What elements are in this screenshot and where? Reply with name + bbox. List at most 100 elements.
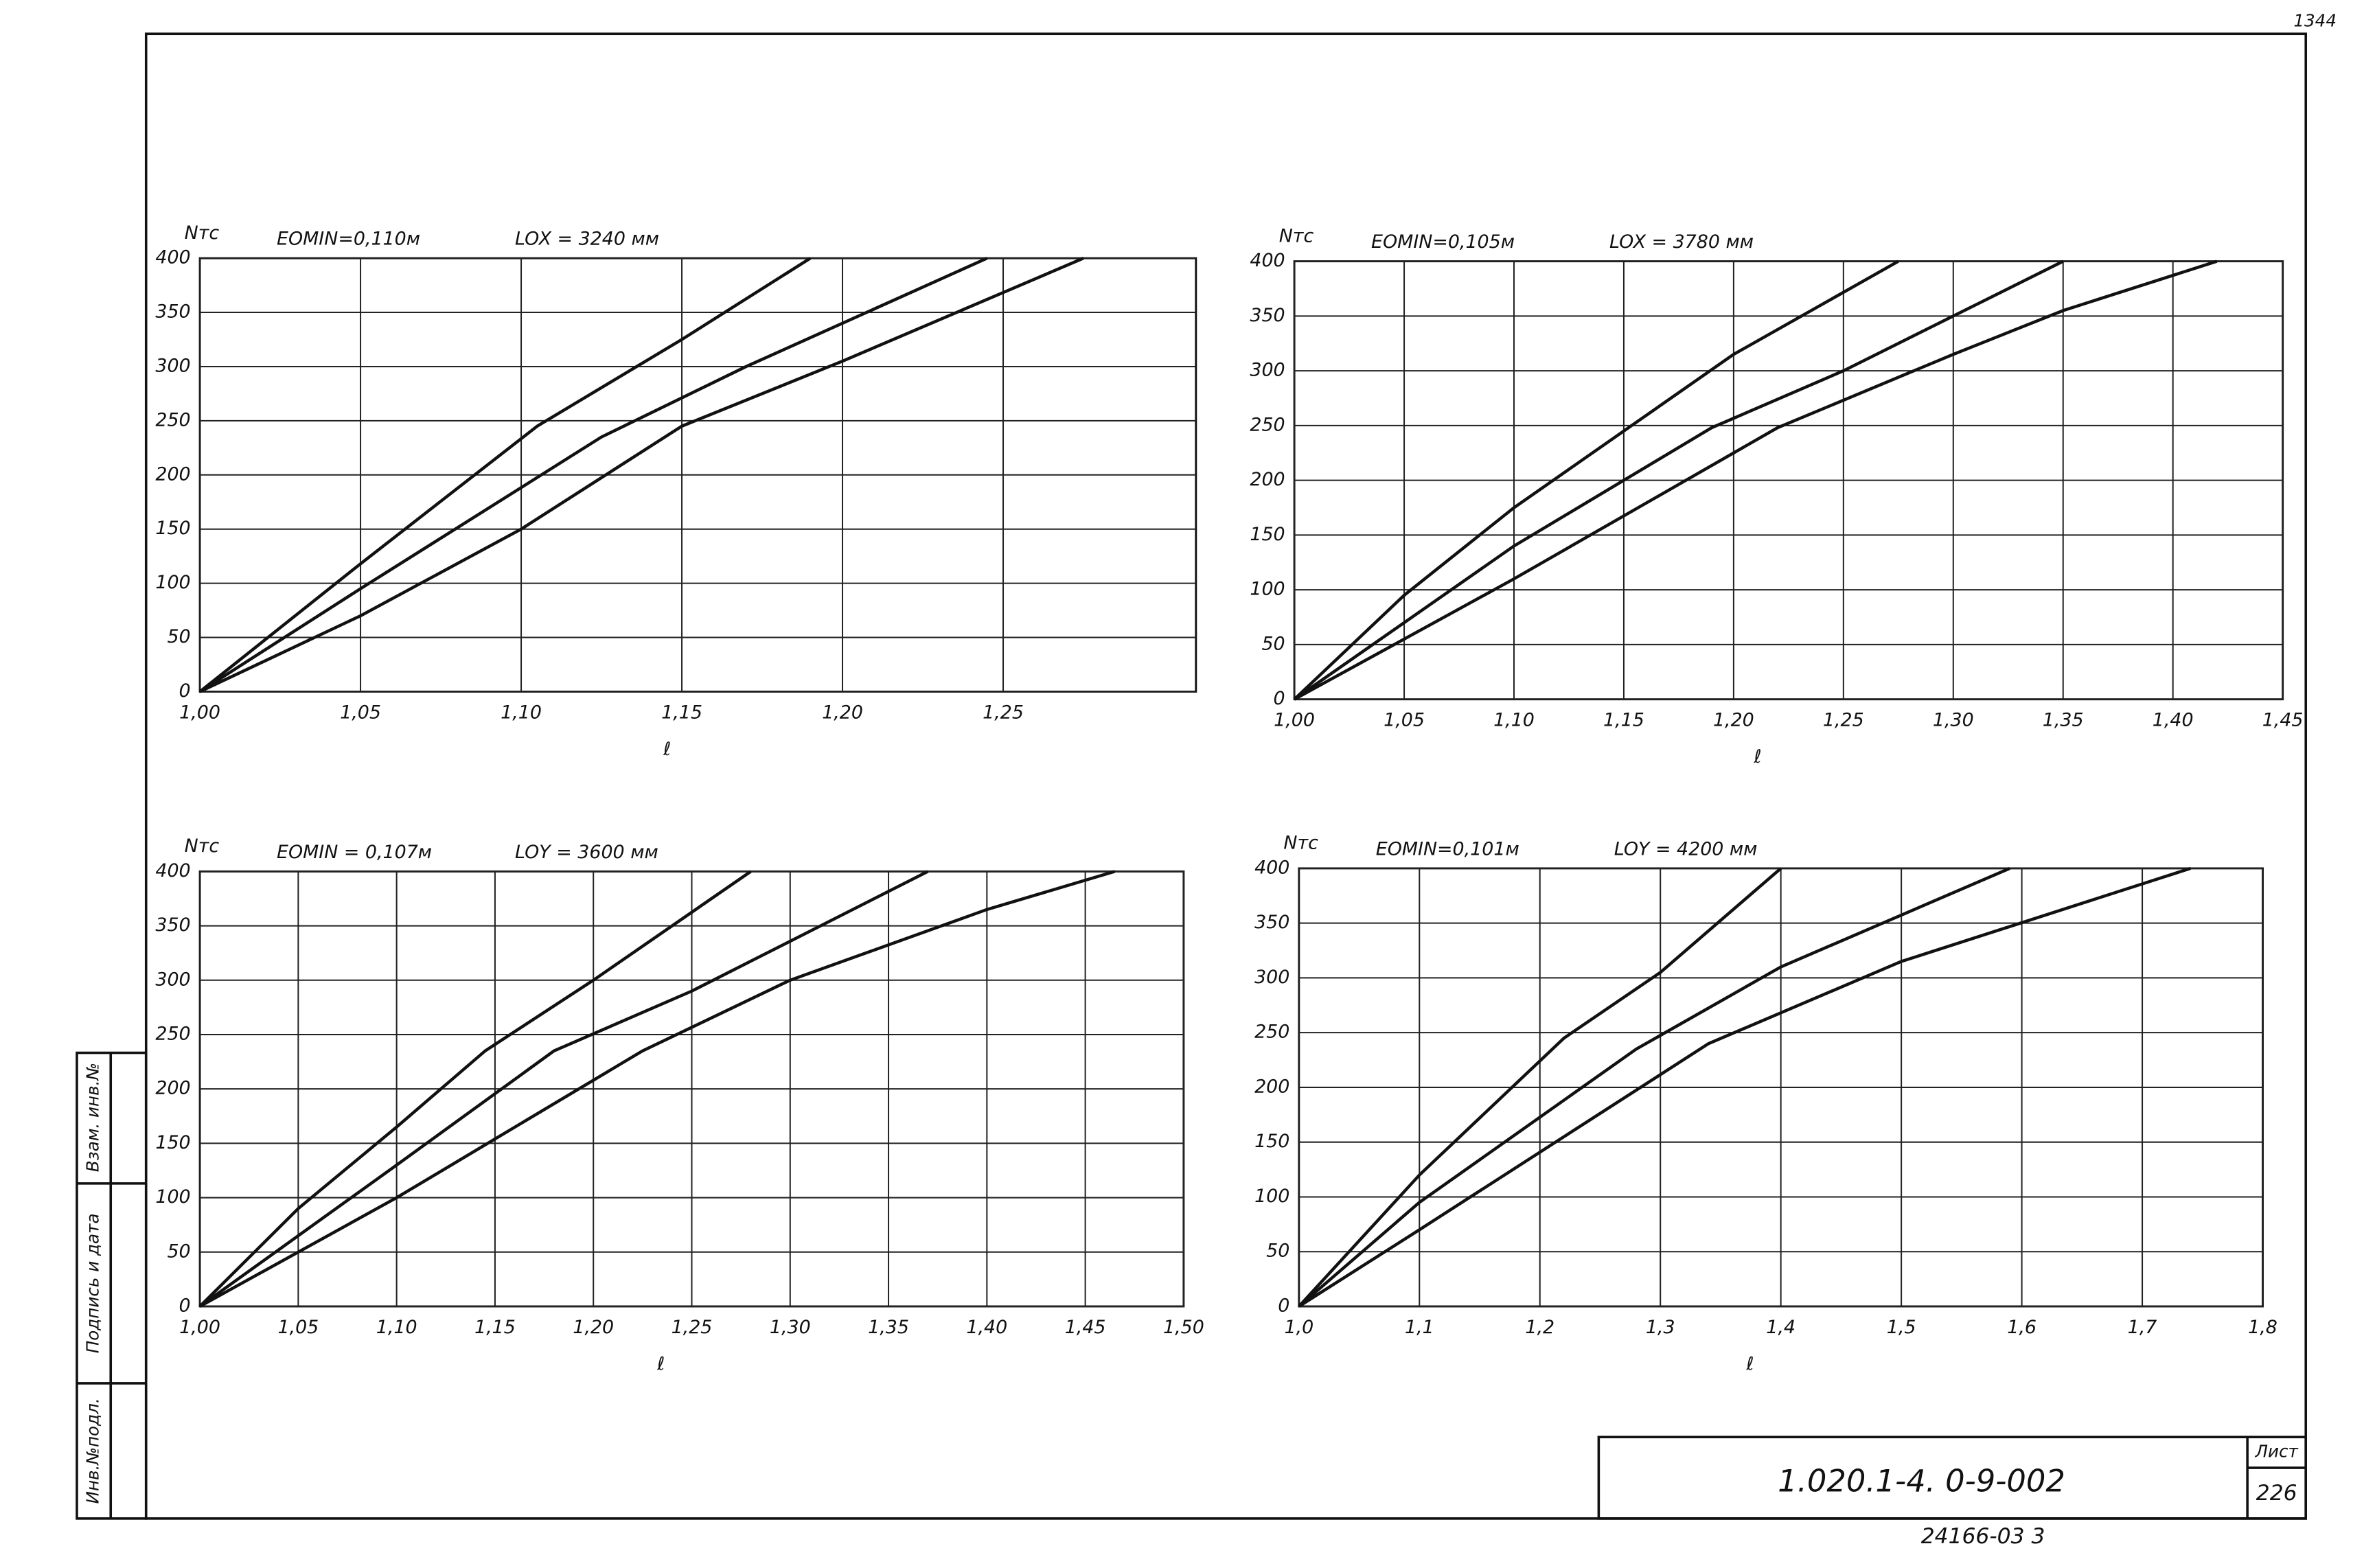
- y-tick-label: 100: [155, 1186, 190, 1208]
- sheet-number: 226: [2256, 1481, 2297, 1506]
- x-tick-label: 1,40: [2153, 709, 2194, 730]
- x-tick-label: 1,45: [1065, 1317, 1106, 1338]
- x-tick-label: 1,20: [573, 1317, 614, 1338]
- y-tick-label: 250: [1254, 1022, 1289, 1043]
- x-tick-label: 1,3: [1646, 1317, 1675, 1338]
- y-tick-label: 200: [1254, 1076, 1289, 1097]
- y-tick-label: 400: [1254, 857, 1289, 878]
- y-tick-label: 400: [155, 860, 190, 881]
- x-axis-label: ℓ: [656, 1354, 665, 1375]
- archive-number: 24166-03 3: [1921, 1524, 2045, 1549]
- y-tick-label: 150: [1250, 524, 1285, 545]
- chart-title: EOMIN=0,110м: [277, 229, 420, 250]
- side-label: Подпись и дата: [83, 1213, 103, 1353]
- chart-subtitle: LOY = 3600 мм: [515, 842, 658, 863]
- x-tick-label: 1,15: [1603, 709, 1644, 730]
- x-tick-label: 1,8: [2248, 1317, 2278, 1338]
- curve: [1298, 866, 2010, 1308]
- x-tick-label: 1,30: [1933, 709, 1974, 730]
- title-block: [1597, 1436, 2308, 1520]
- x-tick-label: 1,0: [1284, 1317, 1313, 1338]
- y-tick-label: 100: [155, 572, 190, 593]
- curve: [1293, 260, 1899, 701]
- x-tick-label: 1,25: [672, 1317, 713, 1338]
- x-tick-label: 1,35: [2043, 709, 2084, 730]
- y-tick-label: 50: [1266, 1241, 1289, 1262]
- curve: [1298, 867, 1782, 1308]
- y-tick-label: 400: [1250, 250, 1285, 271]
- y-axis-label: Nтс: [185, 222, 220, 244]
- y-tick-label: 350: [1250, 305, 1285, 326]
- curve: [198, 257, 812, 693]
- y-axis-label: Nтс: [1279, 225, 1314, 246]
- y-tick-label: 350: [1254, 912, 1289, 933]
- side-label: Взам. инв.№: [83, 1063, 103, 1172]
- x-tick-label: 1,6: [2007, 1317, 2036, 1338]
- y-tick-label: 100: [1254, 1186, 1289, 1207]
- y-tick-label: 100: [1250, 579, 1285, 600]
- x-tick-label: 1,10: [376, 1317, 417, 1338]
- frame: [144, 32, 2308, 1520]
- chart-subtitle: LOY = 4200 мм: [1614, 839, 1758, 860]
- x-tick-label: 1,2: [1525, 1317, 1554, 1338]
- drawing-code: 1.020.1-4. 0-9-002: [1778, 1462, 2065, 1499]
- y-tick-label: 200: [1250, 469, 1285, 490]
- x-tick-label: 1,00: [179, 702, 220, 723]
- y-tick-label: 350: [155, 914, 190, 936]
- y-tick-label: 300: [1250, 360, 1285, 381]
- x-tick-label: 1,25: [983, 702, 1024, 723]
- x-tick-label: 1,00: [1274, 709, 1315, 730]
- chart-subtitle: LOX = 3780 мм: [1609, 231, 1754, 253]
- y-tick-label: 0: [1274, 688, 1285, 709]
- sheet-label: Лист: [2254, 1442, 2298, 1462]
- y-tick-label: 250: [1250, 414, 1285, 435]
- y-tick-label: 200: [155, 1078, 190, 1099]
- x-tick-label: 1,7: [2128, 1317, 2157, 1338]
- x-tick-label: 1,15: [474, 1317, 516, 1338]
- y-tick-label: 0: [1278, 1295, 1289, 1316]
- x-tick-label: 1,20: [822, 702, 863, 723]
- x-tick-label: 1,5: [1887, 1317, 1916, 1338]
- y-tick-label: 350: [155, 301, 190, 323]
- chart-subtitle: LOX = 3240 мм: [515, 229, 659, 250]
- curve: [199, 870, 1116, 1308]
- y-tick-label: 150: [155, 1132, 190, 1153]
- curve: [198, 870, 929, 1308]
- x-tick-label: 1,15: [661, 702, 702, 723]
- x-axis-label: ℓ: [1754, 746, 1762, 768]
- x-tick-label: 1,30: [770, 1317, 811, 1338]
- y-tick-label: 50: [167, 626, 190, 647]
- x-tick-label: 1,4: [1766, 1317, 1795, 1338]
- chart-title: EOMIN=0,105м: [1371, 231, 1515, 253]
- side-label: Инв.№подл.: [83, 1398, 103, 1503]
- x-tick-label: 1,20: [1713, 709, 1754, 730]
- y-tick-label: 0: [179, 680, 191, 702]
- x-tick-label: 1,00: [179, 1317, 220, 1338]
- curve: [1293, 260, 2064, 701]
- x-axis-label: ℓ: [1745, 1354, 1754, 1375]
- corner-number: 1344: [2293, 10, 2337, 30]
- y-axis-label: Nтс: [1283, 833, 1318, 854]
- y-tick-label: 150: [1254, 1131, 1289, 1152]
- y-tick-label: 0: [179, 1295, 191, 1316]
- x-tick-label: 1,35: [868, 1317, 909, 1338]
- x-tick-label: 1,05: [1384, 709, 1425, 730]
- curve: [198, 870, 752, 1308]
- y-tick-label: 250: [155, 1023, 190, 1044]
- curve: [198, 257, 988, 693]
- curve: [1294, 260, 2218, 701]
- y-tick-label: 400: [155, 247, 190, 268]
- y-tick-label: 300: [155, 355, 190, 376]
- chart-title: EOMIN = 0,107м: [277, 842, 432, 863]
- x-tick-label: 1,1: [1405, 1317, 1434, 1338]
- curve: [1298, 866, 2191, 1308]
- y-tick-label: 300: [1254, 967, 1289, 988]
- y-tick-label: 200: [155, 463, 190, 485]
- x-tick-label: 1,05: [340, 702, 381, 723]
- x-tick-label: 1,10: [501, 702, 542, 723]
- y-tick-label: 300: [155, 969, 190, 990]
- x-tick-label: 1,25: [1823, 709, 1864, 730]
- x-axis-label: ℓ: [663, 739, 671, 760]
